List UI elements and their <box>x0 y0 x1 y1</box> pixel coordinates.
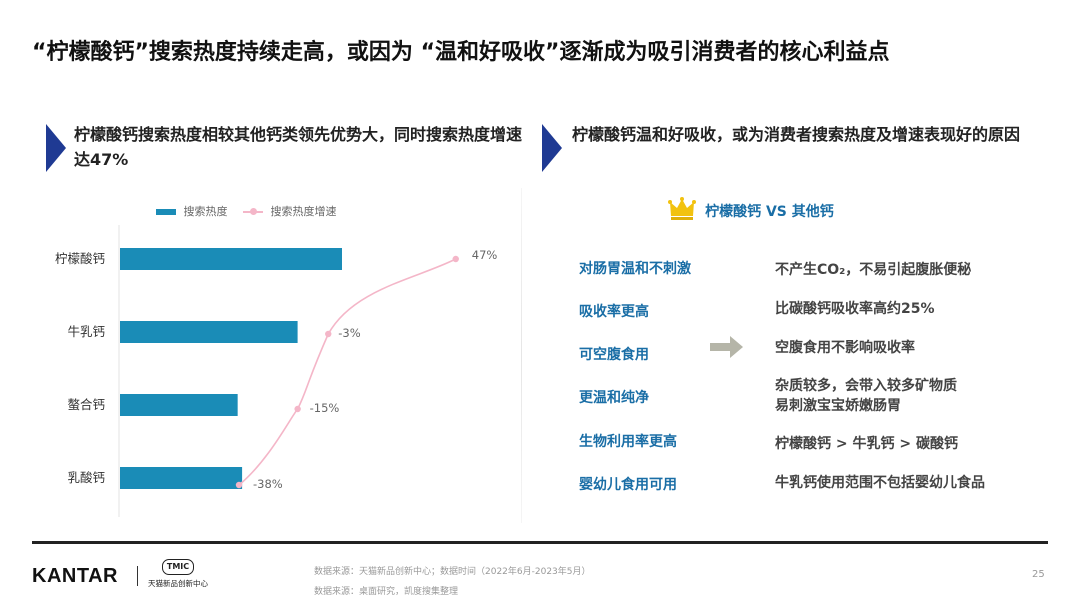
growth-line <box>238 258 457 486</box>
page-number: 25 <box>1032 569 1045 580</box>
page-title: “柠檬酸钙”搜索热度持续走高，或因为 “温和好吸收”逐渐成为吸引消费者的核心利益… <box>32 40 890 65</box>
reason-description: 易刺激宝宝娇嫩肠胃 <box>775 398 901 414</box>
reason-item: 生物利用率更高 <box>579 434 677 450</box>
source-note-2: 数据来源：桌面研究，凯度搜集整理 <box>314 587 459 597</box>
reason-item: 婴幼儿食用可用 <box>579 477 677 493</box>
tmic-logo: TMIC 天猫新品创新中心 <box>148 559 208 589</box>
right-section-heading: 柠檬酸钙温和好吸收，或为消费者搜索热度及增速表现好的原因 <box>572 125 1021 144</box>
reason-description: 杂质较多，会带入较多矿物质 <box>775 378 957 394</box>
tmic-logo-mark: TMIC <box>162 559 194 575</box>
reason-item: 吸收率更高 <box>579 304 649 320</box>
reason-description: 不产生CO₂，不易引起腹胀便秘 <box>775 262 972 278</box>
reason-item: 更温和纯净 <box>579 390 649 406</box>
growth-point <box>325 330 332 338</box>
growth-label: 47% <box>472 248 498 262</box>
logo-separator <box>137 566 138 586</box>
category-label: 乳酸钙 <box>67 470 105 485</box>
chart-legend: 搜索热度 搜索热度增速 <box>156 203 337 219</box>
bar <box>120 321 298 343</box>
growth-label: -38% <box>253 477 283 491</box>
legend-line-swatch <box>243 208 263 215</box>
reason-item: 对肠胃温和不刺激 <box>579 261 691 277</box>
growth-label: -3% <box>338 326 360 340</box>
reason-description: 比碳酸钙吸收率高约25% <box>775 301 935 317</box>
bar <box>120 394 238 416</box>
reason-description: 空腹食用不影响吸收率 <box>775 340 915 356</box>
growth-point <box>294 405 301 413</box>
growth-point <box>452 255 459 263</box>
legend-bar-swatch <box>156 209 176 215</box>
triangle-marker-icon <box>46 124 66 172</box>
reason-description: 柠檬酸钙 > 牛乳钙 > 碳酸钙 <box>775 436 958 452</box>
kantar-logo: KANTAR <box>32 565 118 587</box>
bar <box>120 467 243 489</box>
category-label: 牛乳钙 <box>67 324 105 339</box>
reason-item: 可空腹食用 <box>579 347 649 363</box>
right-arrow-icon <box>710 336 744 362</box>
crown-icon <box>668 196 696 226</box>
reason-description: 牛乳钙使用范围不包括婴幼儿食品 <box>775 475 985 491</box>
comparison-badge: 柠檬酸钙 VS 其他钙 <box>668 196 834 226</box>
left-section-heading: 柠檬酸钙搜索热度相较其他钙类领先优势大，同时搜索热度增速达47% <box>74 125 523 169</box>
triangle-marker-icon <box>542 124 562 172</box>
footer-divider <box>32 541 1048 544</box>
growth-point <box>235 481 243 489</box>
bar <box>120 248 342 270</box>
badge-label: 柠檬酸钙 VS 其他钙 <box>705 204 834 220</box>
legend-bar-label: 搜索热度 <box>183 205 228 218</box>
legend-line-label: 搜索热度增速 <box>270 205 337 218</box>
growth-label: -15% <box>310 401 340 415</box>
section-divider <box>521 188 522 523</box>
tmic-logo-text: 天猫新品创新中心 <box>148 579 208 588</box>
category-label: 柠檬酸钙 <box>55 251 105 266</box>
source-note-1: 数据来源：天猫新品创新中心；数据时间（2022年6月-2023年5月） <box>314 567 591 577</box>
category-label: 螯合钙 <box>67 397 105 412</box>
